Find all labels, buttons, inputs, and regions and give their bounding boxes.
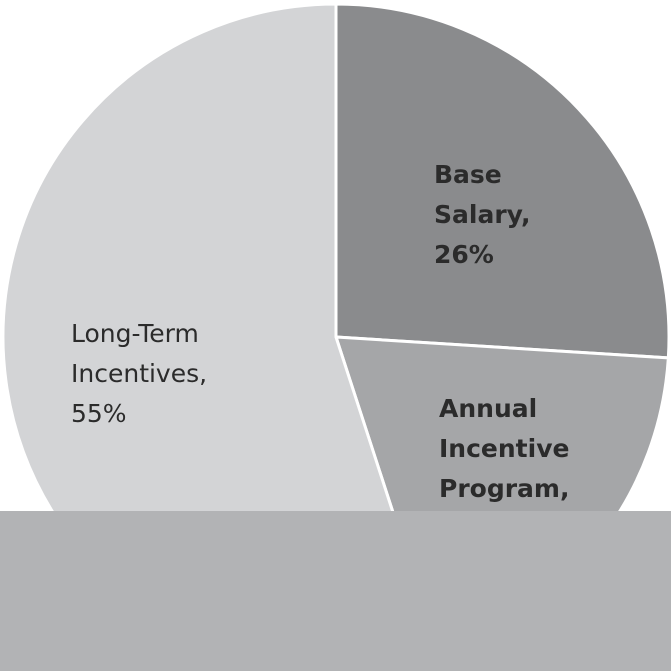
redaction-overlay bbox=[0, 511, 671, 671]
slice-label-line: 55% bbox=[71, 399, 127, 428]
slice-label: Base Salary, 26% bbox=[434, 160, 531, 269]
slice-label-line: Base bbox=[434, 160, 502, 189]
pie-slice bbox=[334, 2, 671, 360]
slice-labels: Base Salary, 26% Annual Incentive Program, Lon… bbox=[71, 160, 569, 503]
slice-label-line: Program, bbox=[439, 474, 569, 503]
slice-label-line: Annual bbox=[439, 394, 537, 423]
slice-label-line: 26% bbox=[434, 240, 494, 269]
slice-label-line: Long-Term bbox=[71, 319, 199, 348]
slice-label: Annual Incentive Program, bbox=[439, 394, 569, 503]
slice-label-line: Incentive bbox=[439, 434, 569, 463]
slice-label: Long-Term Incentives, 55% bbox=[71, 319, 207, 428]
slice-label-line: Salary, bbox=[434, 200, 531, 229]
slice-label-line: Incentives, bbox=[71, 359, 207, 388]
